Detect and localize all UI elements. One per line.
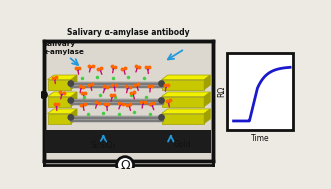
Polygon shape [162, 92, 210, 97]
Polygon shape [204, 109, 210, 124]
Text: RΩ: RΩ [217, 86, 226, 97]
Circle shape [159, 115, 164, 120]
Polygon shape [48, 114, 71, 124]
Bar [227, 53, 293, 130]
Polygon shape [71, 92, 77, 107]
Polygon shape [162, 80, 204, 90]
Polygon shape [48, 80, 71, 90]
Polygon shape [71, 75, 77, 90]
Circle shape [159, 81, 164, 86]
Polygon shape [45, 130, 211, 153]
Polygon shape [162, 97, 204, 107]
Polygon shape [204, 75, 210, 90]
Circle shape [68, 115, 73, 120]
Polygon shape [162, 109, 210, 114]
Polygon shape [162, 75, 210, 80]
Circle shape [159, 98, 164, 103]
Polygon shape [48, 75, 77, 80]
Circle shape [68, 98, 73, 103]
Bar [44, 41, 213, 160]
Polygon shape [204, 92, 210, 107]
Circle shape [117, 157, 134, 174]
Polygon shape [48, 92, 77, 97]
Polygon shape [48, 109, 77, 114]
Text: Si/SiO₂: Si/SiO₂ [91, 140, 116, 149]
Text: Gold: Gold [174, 140, 192, 149]
Circle shape [40, 91, 47, 98]
Text: Salivary α-amylase antibody: Salivary α-amylase antibody [67, 28, 189, 37]
Polygon shape [162, 114, 204, 124]
Text: $\Omega$: $\Omega$ [119, 159, 131, 172]
Text: Time: Time [251, 134, 270, 143]
Polygon shape [71, 109, 77, 124]
Circle shape [68, 81, 73, 86]
Text: Salivary
α-amylase: Salivary α-amylase [43, 41, 85, 55]
Polygon shape [48, 97, 71, 107]
